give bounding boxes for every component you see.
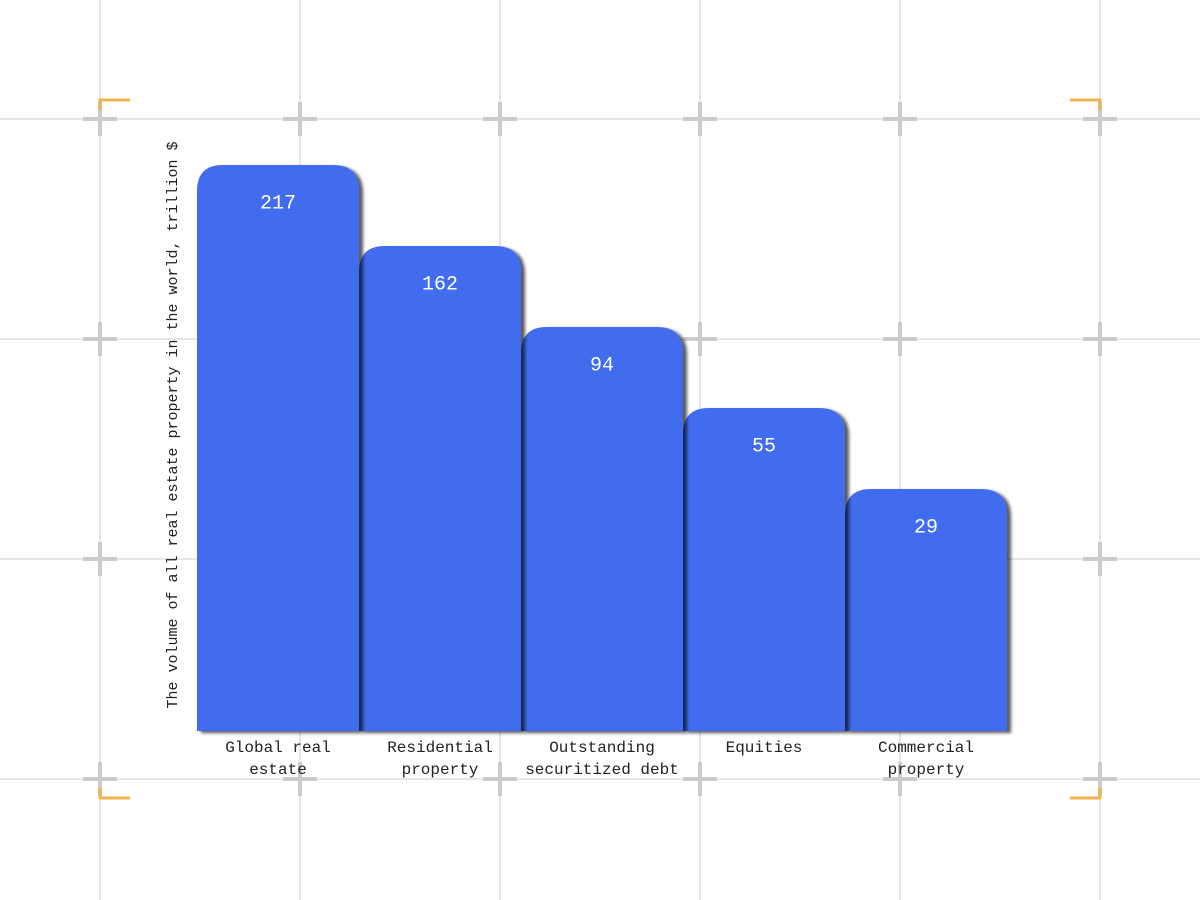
bars: 217 162 94 55 29 xyxy=(197,165,1007,731)
value-label: 55 xyxy=(752,435,776,458)
crosshair xyxy=(883,762,917,796)
bar xyxy=(683,408,845,731)
crosshair xyxy=(83,322,117,356)
corner-bracket xyxy=(98,98,130,110)
value-label: 94 xyxy=(590,354,614,377)
corner-bracket xyxy=(1070,788,1102,800)
crosshair xyxy=(283,762,317,796)
crosshair xyxy=(483,102,517,136)
corner-bracket xyxy=(1070,98,1102,110)
crosshair xyxy=(83,542,117,576)
bar xyxy=(197,165,359,731)
value-label: 217 xyxy=(260,192,296,215)
crosshair xyxy=(683,762,717,796)
crosshair xyxy=(683,102,717,136)
bar xyxy=(359,246,521,731)
category-label: Global real estate xyxy=(225,739,331,779)
crosshair xyxy=(1083,322,1117,356)
crosshair xyxy=(483,762,517,796)
crosshair xyxy=(283,102,317,136)
value-label: 29 xyxy=(914,516,938,539)
category-label: Equities xyxy=(725,739,803,757)
crosshair xyxy=(683,322,717,356)
crosshair xyxy=(883,102,917,136)
bar xyxy=(521,327,683,731)
corner-bracket xyxy=(98,788,130,800)
value-label: 162 xyxy=(422,273,458,296)
category-label: Residential property xyxy=(387,739,493,779)
category-label: Outstanding securitized debt xyxy=(525,739,679,779)
crosshair xyxy=(1083,542,1117,576)
crosshair xyxy=(883,322,917,356)
bar xyxy=(845,489,1007,731)
category-label: Commercial property xyxy=(877,739,974,779)
y-axis-label: The volume of all real estate property i… xyxy=(165,141,182,708)
